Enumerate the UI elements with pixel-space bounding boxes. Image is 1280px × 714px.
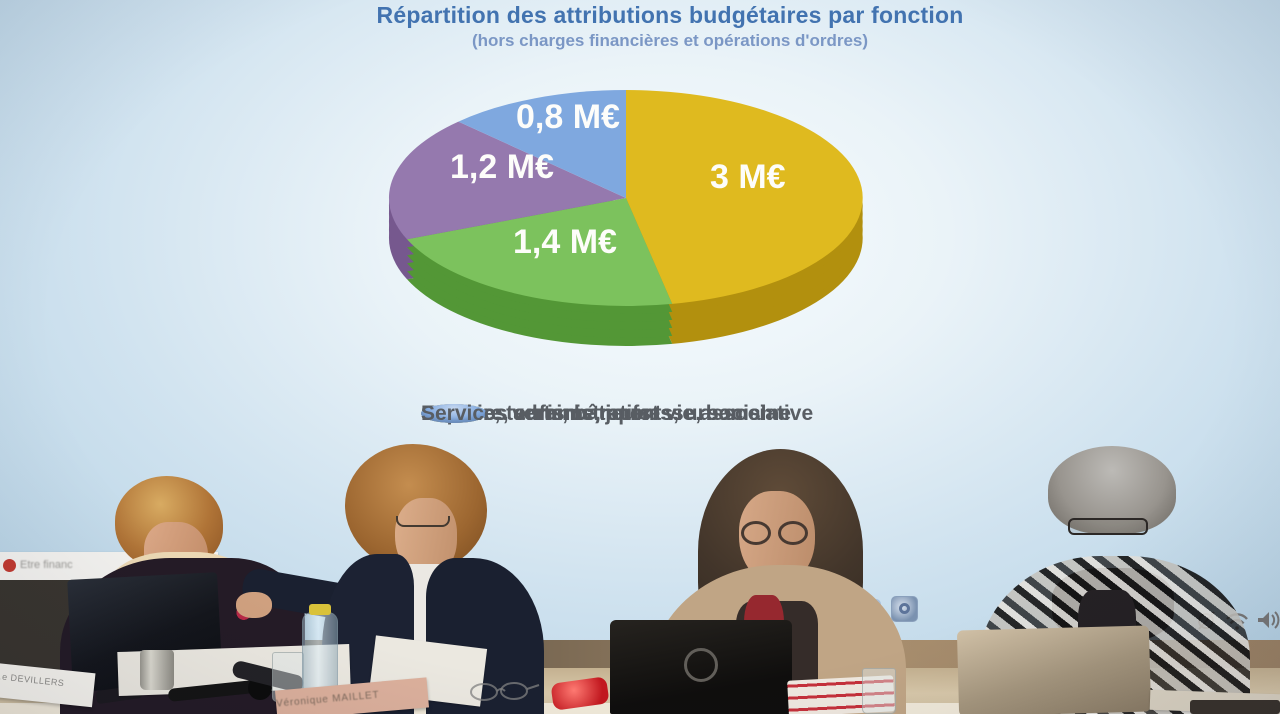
volume-icon bbox=[1258, 611, 1280, 629]
bottle-cap bbox=[309, 604, 331, 615]
nameplate-2-text: Véronique MAILLET bbox=[275, 689, 380, 710]
reading-glasses bbox=[470, 682, 540, 701]
legend-label: Services administratifs bbox=[421, 401, 651, 425]
laptop-4 bbox=[956, 625, 1152, 714]
dell-logo-icon bbox=[684, 648, 718, 682]
person-2-hand bbox=[236, 592, 272, 618]
pie-value-espaces-verts: 1,4 M€ bbox=[513, 223, 617, 261]
legend-label: Espaces verts, bâtiments, urbanisme bbox=[421, 401, 791, 425]
app-shortcut-icon bbox=[891, 596, 918, 622]
glass-2 bbox=[862, 668, 896, 714]
pie-value-scolaire: 3 M€ bbox=[710, 158, 786, 196]
person-3-glasses-right bbox=[778, 521, 808, 545]
slide-subtitle: (hors charges financières et opérations … bbox=[471, 31, 869, 50]
strip-text: Etre financ bbox=[20, 559, 73, 571]
dark-object-right bbox=[1190, 700, 1280, 714]
legend-label: Scolaire, enfance, jeunesse, social bbox=[421, 401, 767, 425]
red-logo-icon bbox=[3, 559, 16, 572]
cup bbox=[140, 650, 174, 690]
legend-label: Culture, tourisme, sport vie associative bbox=[421, 401, 814, 425]
slide-title: Répartition des attributions budgétaires… bbox=[376, 2, 964, 28]
nameplate-1-text: …e DEVILLERS bbox=[0, 670, 65, 689]
person-4-glasses bbox=[1068, 518, 1148, 535]
legend-swatch-services bbox=[421, 404, 487, 423]
person-2-glasses bbox=[396, 516, 450, 527]
pie-chart: 0,8 M€ 1,2 M€ 1,4 M€ 3 M€ bbox=[388, 90, 863, 346]
person-3-glasses bbox=[741, 521, 771, 545]
pie-value-culture: 1,2 M€ bbox=[450, 148, 554, 186]
pie-value-services: 0,8 M€ bbox=[516, 98, 620, 136]
